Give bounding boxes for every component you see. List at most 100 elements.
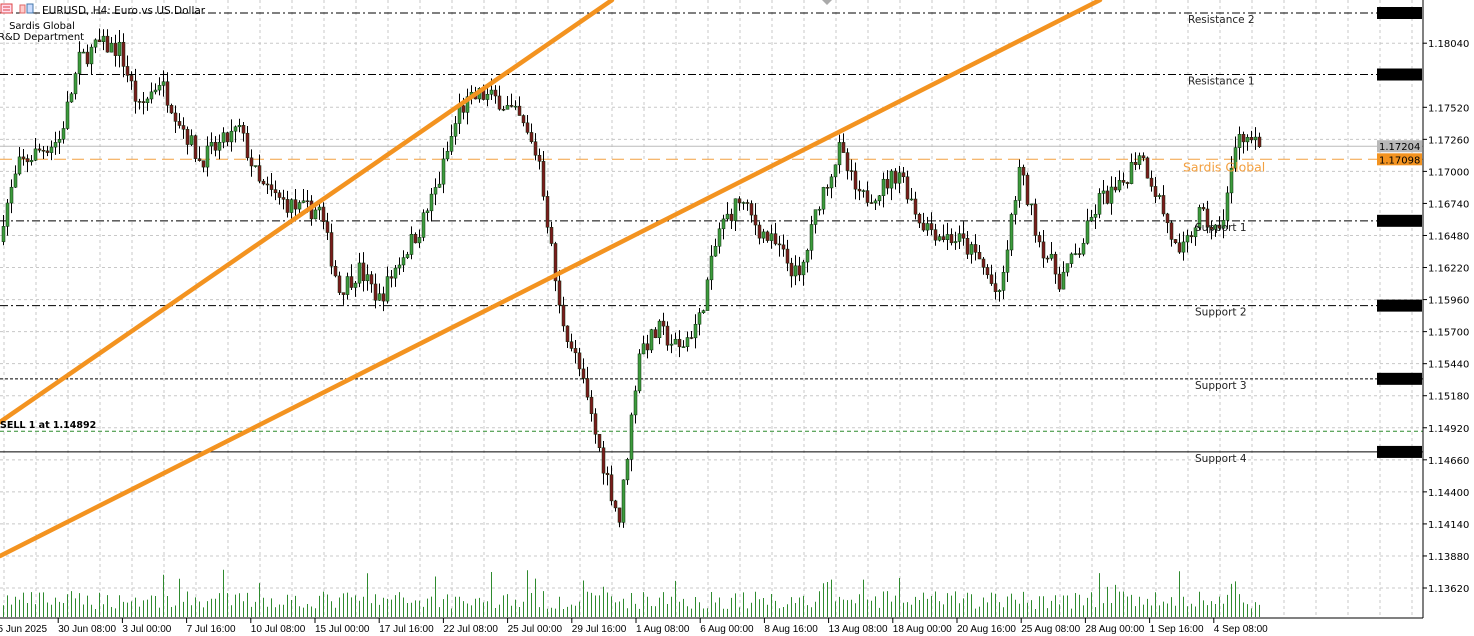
indicator-window-icon[interactable]: [19, 3, 34, 14]
candle-bull: [1109, 186, 1114, 204]
candle-bull: [877, 195, 882, 202]
time-tick-label: 22 Jul 08:00: [443, 624, 498, 635]
trendlines[interactable]: [0, 0, 1103, 559]
candle-bull: [701, 310, 706, 313]
candle-bull: [297, 202, 302, 210]
candle-bear: [789, 262, 794, 277]
candle-bear: [389, 276, 394, 279]
candle-bull: [445, 150, 450, 160]
candle-bear: [601, 447, 606, 474]
candle-bull: [377, 293, 382, 301]
candle-bear: [989, 274, 994, 284]
candle-bear: [1153, 186, 1158, 197]
candle-bear: [677, 338, 682, 348]
candle-bear: [517, 105, 522, 116]
candle-bear: [337, 275, 342, 293]
candle-bear: [753, 214, 758, 226]
candle-bull: [161, 81, 166, 86]
candle-bear: [1133, 162, 1138, 165]
candle-bull: [221, 132, 226, 143]
candle-bull: [637, 353, 642, 392]
candle-bear: [929, 223, 934, 230]
candle-bull: [17, 156, 22, 175]
candle-bull: [837, 142, 842, 166]
candle-bear: [773, 233, 778, 245]
candle-bear: [305, 200, 310, 203]
grid: [0, 0, 1423, 618]
trendline-lower[interactable]: [0, 0, 1103, 559]
candle-bear: [281, 197, 286, 200]
candle-bull: [1029, 203, 1034, 206]
candle-bull: [1073, 253, 1078, 255]
candle-bear: [949, 234, 954, 244]
candle-bear: [757, 224, 762, 239]
price-axis[interactable]: 1.18040 1.17520 1.17260 1.17000 1.16740 1.164…: [1423, 39, 1469, 595]
candle-bull: [145, 98, 150, 103]
time-tick-label: 17 Jul 16:00: [379, 624, 434, 635]
price-tick-label: 1.16480: [1428, 231, 1469, 242]
level-price-tag: 1.17786: [1379, 71, 1420, 82]
scroll-indicator-icon[interactable]: [822, 0, 832, 5]
candle-bear: [293, 199, 298, 210]
candle-bull: [153, 89, 158, 93]
candle-bear: [549, 227, 554, 244]
sardis-level-label: Sardis Global: [1183, 159, 1265, 174]
candle-bear: [537, 154, 542, 162]
candle-bear: [865, 190, 870, 203]
candle-bull: [1061, 271, 1066, 290]
candle-bull: [433, 187, 438, 195]
current-price-tag-box: [1377, 140, 1422, 153]
candle-bull: [861, 190, 866, 192]
sell-order-label: SELL 1 at 1.14892: [0, 420, 96, 431]
candle-bull: [1049, 253, 1054, 259]
candle-bear: [1209, 226, 1214, 230]
candle-bull: [725, 213, 730, 220]
candle-bear: [593, 413, 598, 435]
candle-bear: [325, 221, 330, 233]
time-axis[interactable]: 25 Jun 2025 30 Jun 08:00 3 Jul 00:00 7 Jul …: [0, 618, 1268, 635]
candle-bear: [121, 41, 126, 67]
candle-bear: [533, 141, 538, 156]
level-price-tag: 1.15911: [1379, 302, 1420, 313]
candle-bear: [785, 248, 790, 264]
candle-bull: [717, 228, 722, 247]
candle-bear: [653, 329, 658, 339]
candle-bull: [621, 479, 626, 523]
candle-bull: [9, 186, 14, 204]
candle-bull: [1097, 193, 1102, 215]
candle-bull: [681, 346, 686, 348]
candle-bear: [1121, 180, 1126, 183]
company-department: R&D Department: [0, 32, 84, 43]
level-price-tag: 1.18285: [1379, 9, 1420, 20]
candle-bull: [1237, 134, 1242, 148]
trendline-upper[interactable]: [0, 0, 615, 425]
candle-bull: [353, 282, 358, 288]
candle-bear: [597, 434, 602, 449]
candle-bull: [1157, 195, 1162, 197]
time-tick-label: 18 Aug 00:00: [893, 624, 952, 635]
candle-bull: [889, 170, 894, 189]
candle-bull: [453, 123, 458, 137]
candle-bull: [421, 212, 426, 238]
price-tick-label: 1.16220: [1428, 264, 1469, 275]
time-tick-label: 8 Aug 16:00: [764, 624, 818, 635]
candle-bull: [813, 209, 818, 225]
candles: [1, 28, 1262, 528]
time-tick-label: 25 Aug 08:00: [1021, 624, 1080, 635]
candle-bull: [1245, 137, 1250, 143]
candle-bear: [241, 125, 246, 134]
candle-bear: [605, 472, 610, 476]
candle-bear: [1105, 190, 1110, 204]
candle-bear: [1057, 273, 1062, 290]
candle-bear: [1033, 203, 1038, 236]
level-label: Support 2: [1195, 307, 1247, 319]
candle-bear: [273, 189, 278, 194]
time-tick-label: 25 Jun 2025: [0, 624, 47, 635]
candle-bear: [933, 229, 938, 241]
candle-bull: [5, 202, 10, 227]
candle-bear: [133, 80, 138, 102]
menu-list-icon[interactable]: [0, 3, 13, 14]
candle-bear: [381, 293, 386, 302]
candle-bull: [685, 337, 690, 347]
